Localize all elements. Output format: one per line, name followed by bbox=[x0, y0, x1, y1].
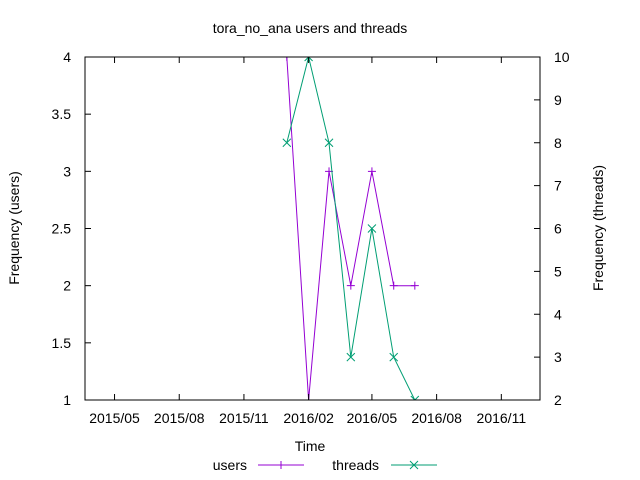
data-point-threads bbox=[324, 138, 334, 148]
data-point-threads bbox=[410, 395, 420, 400]
data-point-threads bbox=[282, 138, 292, 148]
chart-title: tora_no_ana users and threads bbox=[213, 20, 408, 36]
y2-tick-label: 6 bbox=[554, 221, 562, 237]
legend: users threads bbox=[213, 457, 437, 473]
series-line-users bbox=[286, 57, 415, 400]
series-line-threads bbox=[286, 57, 416, 400]
y-tick-label: 4 bbox=[63, 49, 71, 65]
y2-tick-label: 10 bbox=[554, 49, 570, 65]
data-point-threads bbox=[389, 352, 399, 362]
legend-label-users: users bbox=[213, 457, 247, 473]
data-point-threads bbox=[304, 57, 313, 62]
x-tick-label: 2015/05 bbox=[89, 410, 140, 426]
y-tick-label: 3 bbox=[63, 163, 71, 179]
y2-axis-label: Frequency (threads) bbox=[590, 165, 606, 291]
x-tick-label: 2015/08 bbox=[154, 410, 205, 426]
y2-tick-label: 8 bbox=[554, 135, 562, 151]
data-point-users bbox=[346, 281, 355, 290]
y2-tick-label: 3 bbox=[554, 349, 562, 365]
data-point-threads bbox=[346, 352, 356, 362]
y-axis-label: Frequency (users) bbox=[6, 171, 22, 285]
x-axis-label: Time bbox=[295, 438, 326, 454]
y-tick-label: 2.5 bbox=[52, 221, 72, 237]
x-tick-label: 2016/02 bbox=[283, 410, 334, 426]
data-point-threads bbox=[367, 224, 377, 233]
y-tick-label: 3.5 bbox=[52, 106, 72, 122]
x-tick-label: 2016/08 bbox=[411, 410, 462, 426]
y2-tick-label: 2 bbox=[554, 392, 562, 408]
axes: 1 1.5 2 2.5 3 3.5 4 2 3 4 5 6 7 8 9 10 2015/05 2015/08 201… bbox=[52, 49, 570, 426]
data-point-users bbox=[410, 281, 419, 290]
data-point-users bbox=[389, 281, 398, 290]
legend-marker-users bbox=[277, 461, 285, 469]
series-threads bbox=[282, 57, 420, 400]
y2-tick-label: 4 bbox=[554, 306, 562, 322]
x-tick-label: 2016/11 bbox=[477, 410, 527, 426]
data-point-users bbox=[282, 57, 291, 61]
series-users bbox=[282, 57, 419, 400]
x-tick-label: 2015/11 bbox=[219, 410, 269, 426]
legend-marker-threads bbox=[409, 460, 419, 470]
y2-tick-label: 7 bbox=[554, 178, 562, 194]
y-tick-label: 1 bbox=[63, 392, 71, 408]
plot-frame bbox=[84, 56, 541, 401]
data-point-users bbox=[367, 167, 376, 176]
plot-lines bbox=[282, 57, 420, 400]
legend-label-threads: threads bbox=[332, 457, 379, 473]
y-tick-label: 1.5 bbox=[52, 335, 72, 351]
y2-tick-label: 9 bbox=[554, 92, 562, 108]
y-tick-label: 2 bbox=[63, 278, 71, 294]
y2-tick-label: 5 bbox=[554, 263, 562, 279]
x-tick-label: 2016/05 bbox=[347, 410, 398, 426]
